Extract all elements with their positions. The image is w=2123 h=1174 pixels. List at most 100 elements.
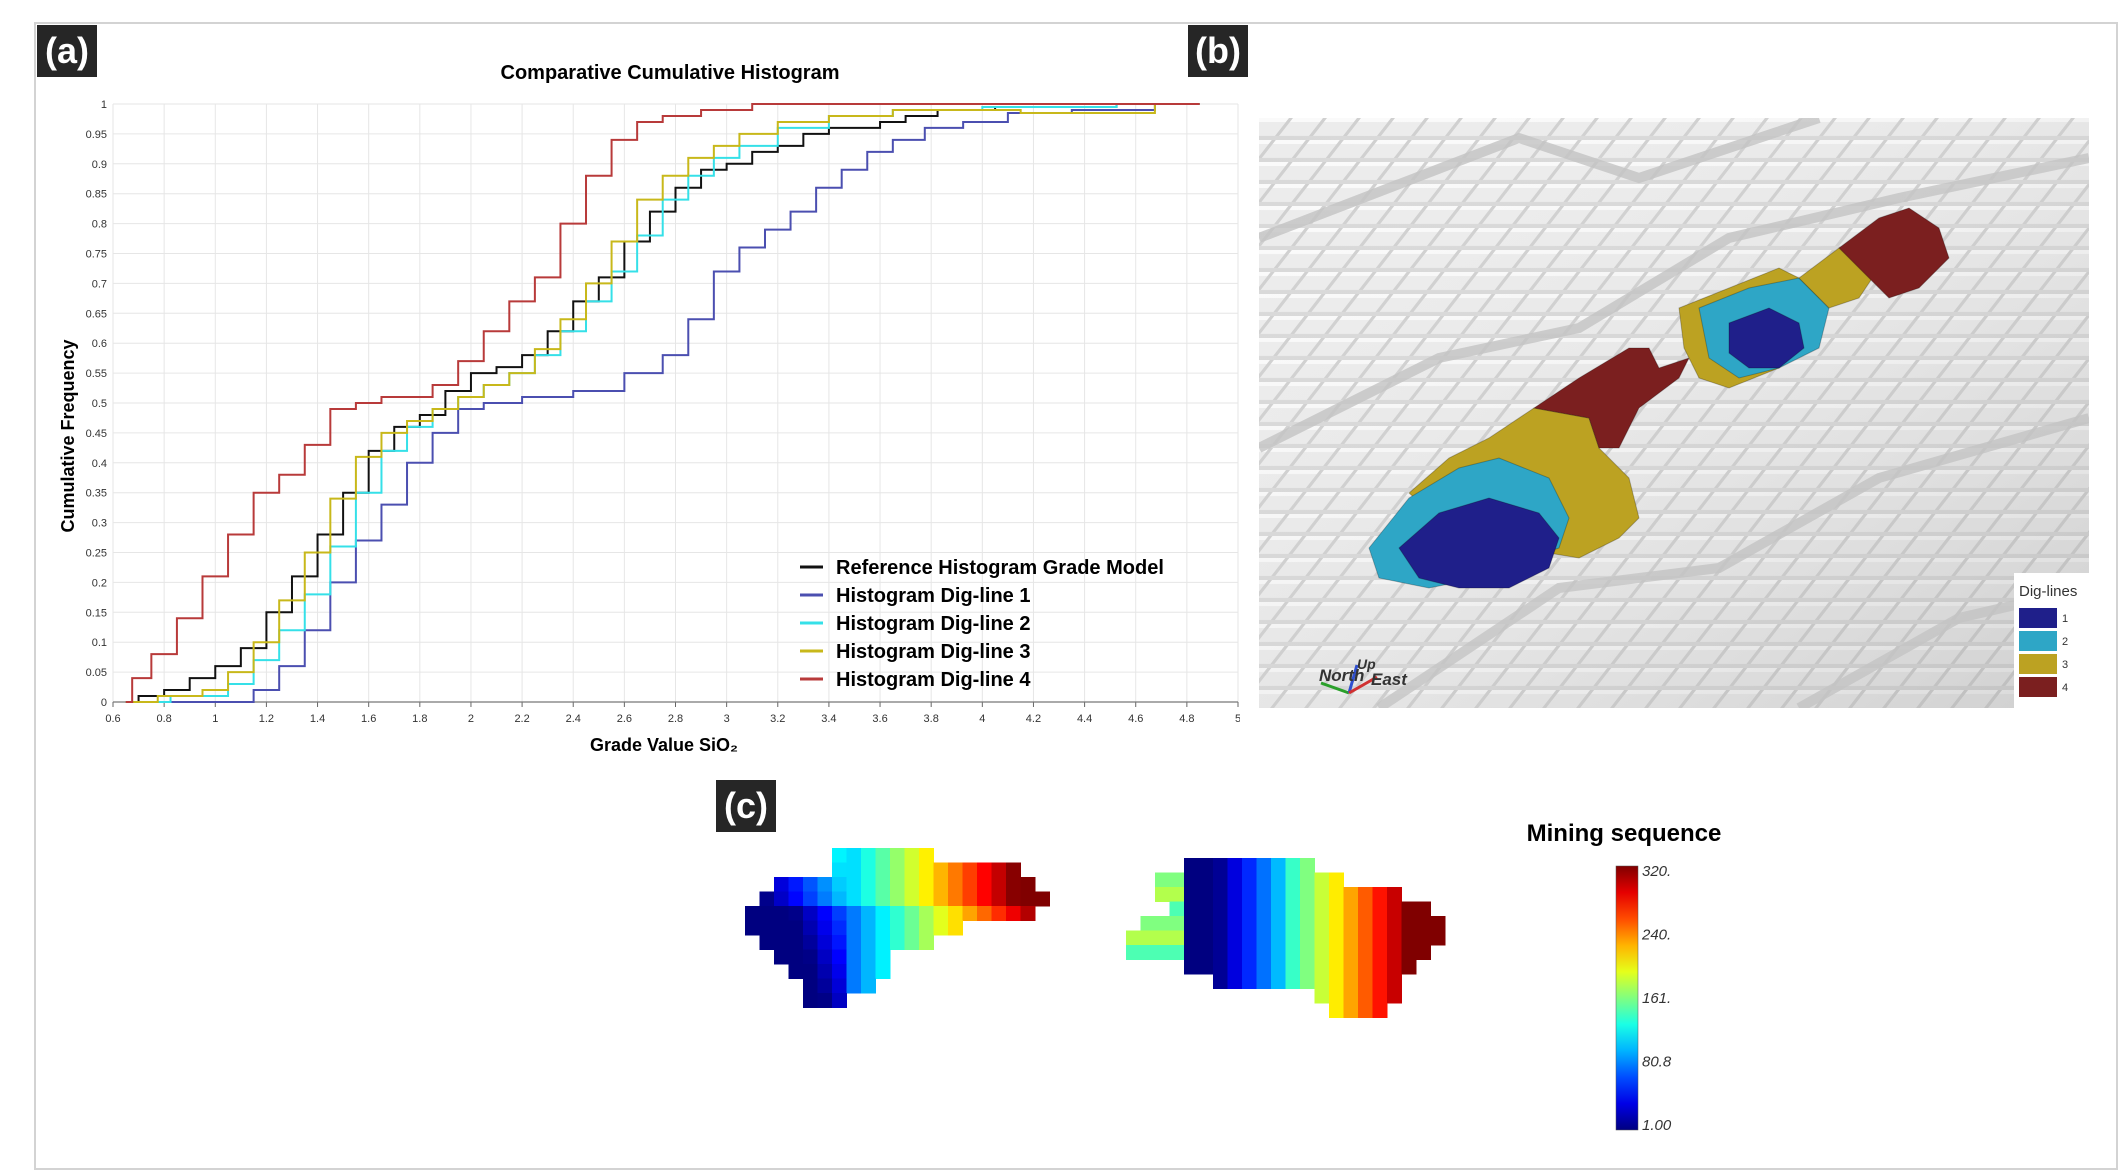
sequence-cell (803, 906, 818, 921)
sequence-cell (1169, 916, 1185, 931)
sequence-cell (1213, 959, 1228, 975)
sequence-cell (1416, 945, 1431, 960)
mining-sequence-cells (745, 848, 1446, 1018)
sequence-cell (875, 964, 891, 979)
sequence-cell (774, 877, 789, 892)
sequence-cell (774, 891, 789, 907)
x-tick-label: 0.8 (156, 713, 171, 725)
sequence-cell (861, 877, 876, 892)
sequence-cell (1314, 916, 1330, 931)
chart-ticks: 0.6 0.8 1 1.2 1.4 1.6 1.8 2 2.2 2.4 2.6 2.8 3 3.2 3.4 3… (86, 99, 1240, 725)
x-tick-label: 4.6 (1128, 713, 1143, 725)
x-tick-label: 1.6 (361, 713, 376, 725)
sequence-cell (962, 906, 978, 921)
sequence-cell (803, 920, 818, 936)
figure-frame (34, 22, 2118, 1170)
sequence-cell (817, 906, 833, 921)
sequence-cell (1285, 858, 1301, 873)
sequence-cell (759, 891, 775, 907)
sequence-cell (904, 848, 920, 863)
y-tick-label: 0.7 (92, 278, 107, 290)
sequence-cell (948, 862, 963, 878)
x-tick-label: 5 (1235, 713, 1240, 725)
y-axis-title: Cumulative Frequency (58, 339, 78, 532)
sequence-cell (1126, 945, 1141, 960)
y-tick-label: 0.2 (92, 577, 107, 589)
sequence-cell (817, 877, 833, 892)
sequence-cell (1213, 887, 1228, 902)
sequence-cell (1372, 916, 1388, 931)
sequence-cell (846, 949, 862, 965)
sequence-cell (817, 935, 833, 950)
x-tick-label: 2.6 (617, 713, 632, 725)
panel-c-label: (c) (716, 780, 776, 832)
x-tick-label: 1.8 (412, 713, 427, 725)
sequence-cell (1285, 901, 1301, 917)
sequence-cell (1329, 887, 1344, 902)
sequence-cell (1285, 887, 1301, 902)
sequence-cell (977, 877, 992, 892)
east-axis-label: East (1371, 670, 1408, 689)
sequence-cell (933, 891, 949, 907)
x-tick-label: 1.4 (310, 713, 325, 725)
sequence-cell (1358, 1003, 1373, 1018)
panel-b-label: (b) (1188, 25, 1248, 77)
sequence-cell (1387, 945, 1402, 960)
sequence-cell (817, 978, 833, 994)
y-tick-label: 0.8 (92, 219, 107, 231)
sequence-cell (803, 964, 818, 979)
sequence-cell (890, 862, 905, 878)
dig-line-1-region (1398, 497, 1560, 589)
dig-line-legend-label-1: 1 (2062, 613, 2068, 625)
sequence-cell (1169, 872, 1185, 888)
dig-line-legend-label-4: 4 (2062, 682, 2068, 694)
chart-legend: Reference Histogram Grade Model Histogram… (800, 557, 1164, 691)
sequence-cell (1300, 916, 1315, 931)
sequence-cell (875, 906, 891, 921)
block-model-view: North Up East Dig-lines 1 2 3 4 (1259, 118, 2089, 708)
sequence-cell (1329, 959, 1344, 975)
series-line-4 (125, 103, 1200, 703)
sequence-cell (1256, 872, 1272, 888)
sequence-cell (1242, 930, 1257, 946)
x-tick-label: 4.4 (1077, 713, 1092, 725)
x-tick-label: 4.2 (1026, 713, 1041, 725)
colorbar-gradient (1615, 865, 1639, 1131)
sequence-cell (1198, 959, 1214, 975)
sequence-cell (832, 949, 847, 965)
sequence-cell (1242, 901, 1257, 917)
sequence-cell (977, 906, 992, 921)
panel-a-label: (a) (37, 25, 97, 77)
sequence-cell (788, 949, 804, 965)
sequence-cell (1256, 901, 1272, 917)
sequence-cell (1155, 887, 1170, 902)
sequence-cell (1227, 959, 1243, 975)
sequence-cell (1314, 872, 1330, 888)
sequence-cell (991, 862, 1007, 878)
sequence-cell (861, 891, 876, 907)
x-tick-label: 3.2 (770, 713, 785, 725)
sequence-cell (1401, 916, 1417, 931)
sequence-cell (774, 906, 789, 921)
legend-label-1: Reference Histogram Grade Model (836, 557, 1164, 579)
sequence-cell (846, 920, 862, 936)
sequence-cell (1227, 945, 1243, 960)
sequence-cell (1329, 945, 1344, 960)
dig-line-legend-swatch-3 (2019, 654, 2057, 674)
sequence-cell (861, 848, 876, 863)
sequence-cell (1300, 901, 1315, 917)
sequence-cell (1329, 930, 1344, 946)
dig-lines-legend: Dig-lines 1 2 3 4 (2014, 573, 2089, 708)
sequence-cell (1401, 930, 1417, 946)
sequence-cell (1358, 959, 1373, 975)
sequence-cell (1372, 974, 1388, 989)
sequence-cell (1358, 901, 1373, 917)
sequence-cell (890, 920, 905, 936)
sequence-cell (817, 993, 833, 1008)
sequence-cell (1198, 930, 1214, 946)
sequence-cell (1358, 930, 1373, 946)
sequence-cell (1271, 887, 1286, 902)
dig-line-1-region (1728, 307, 1805, 369)
sequence-cell (1006, 877, 1021, 892)
series-line-5 (125, 103, 1200, 703)
